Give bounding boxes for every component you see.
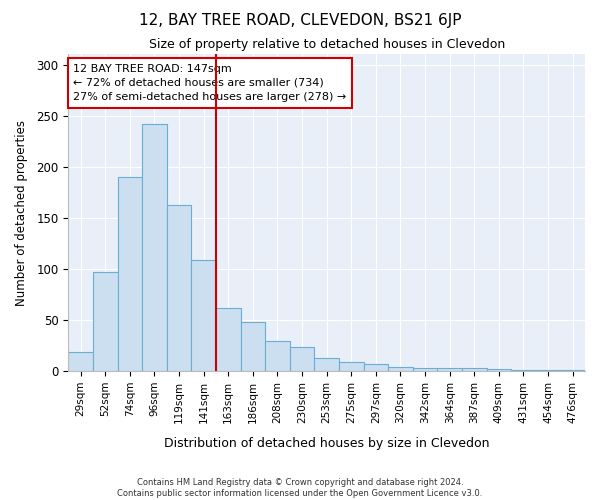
Bar (437, 368, 462, 372)
Bar (462, 368, 487, 372)
Bar (241, 322, 265, 372)
Bar (339, 362, 364, 372)
Y-axis label: Number of detached properties: Number of detached properties (15, 120, 28, 306)
Title: Size of property relative to detached houses in Clevedon: Size of property relative to detached ho… (149, 38, 505, 51)
Bar (68, 352, 93, 372)
Bar (511, 370, 536, 372)
Bar (142, 124, 167, 372)
Bar (560, 370, 585, 372)
Bar (167, 204, 191, 372)
Bar (265, 340, 290, 372)
Text: Contains HM Land Registry data © Crown copyright and database right 2024.
Contai: Contains HM Land Registry data © Crown c… (118, 478, 482, 498)
Bar (191, 260, 216, 372)
Text: 12, BAY TREE ROAD, CLEVEDON, BS21 6JP: 12, BAY TREE ROAD, CLEVEDON, BS21 6JP (139, 12, 461, 28)
Bar (413, 368, 437, 372)
Text: 12 BAY TREE ROAD: 147sqm
← 72% of detached houses are smaller (734)
27% of semi-: 12 BAY TREE ROAD: 147sqm ← 72% of detach… (73, 64, 347, 102)
X-axis label: Distribution of detached houses by size in Clevedon: Distribution of detached houses by size … (164, 437, 490, 450)
Bar (118, 177, 142, 372)
Bar (216, 308, 241, 372)
Bar (536, 370, 560, 372)
Bar (364, 364, 388, 372)
Bar (487, 369, 511, 372)
Bar (290, 346, 314, 372)
Bar (388, 367, 413, 372)
Bar (314, 358, 339, 372)
Bar (93, 272, 118, 372)
